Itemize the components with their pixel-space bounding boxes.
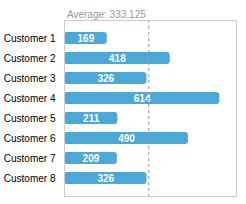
svg-text:490: 490 [118,133,135,144]
svg-text:Customer 5: Customer 5 [4,113,56,124]
svg-text:326: 326 [97,73,114,84]
svg-text:Average: 333.125: Average: 333.125 [67,9,146,20]
svg-text:614: 614 [133,92,151,104]
svg-text:Customer 2: Customer 2 [4,53,56,64]
svg-text:211: 211 [83,113,100,124]
svg-text:Customer 7: Customer 7 [4,153,56,164]
svg-text:209: 209 [83,153,100,164]
svg-text:Customer 6: Customer 6 [4,133,56,144]
svg-text:Customer 4: Customer 4 [4,93,56,104]
svg-text:Customer 3: Customer 3 [4,73,56,84]
svg-text:Customer 8: Customer 8 [4,173,56,184]
svg-text:Customer 1: Customer 1 [4,33,56,44]
svg-text:169: 169 [78,33,95,44]
svg-text:418: 418 [109,53,126,64]
svg-text:326: 326 [97,173,114,184]
